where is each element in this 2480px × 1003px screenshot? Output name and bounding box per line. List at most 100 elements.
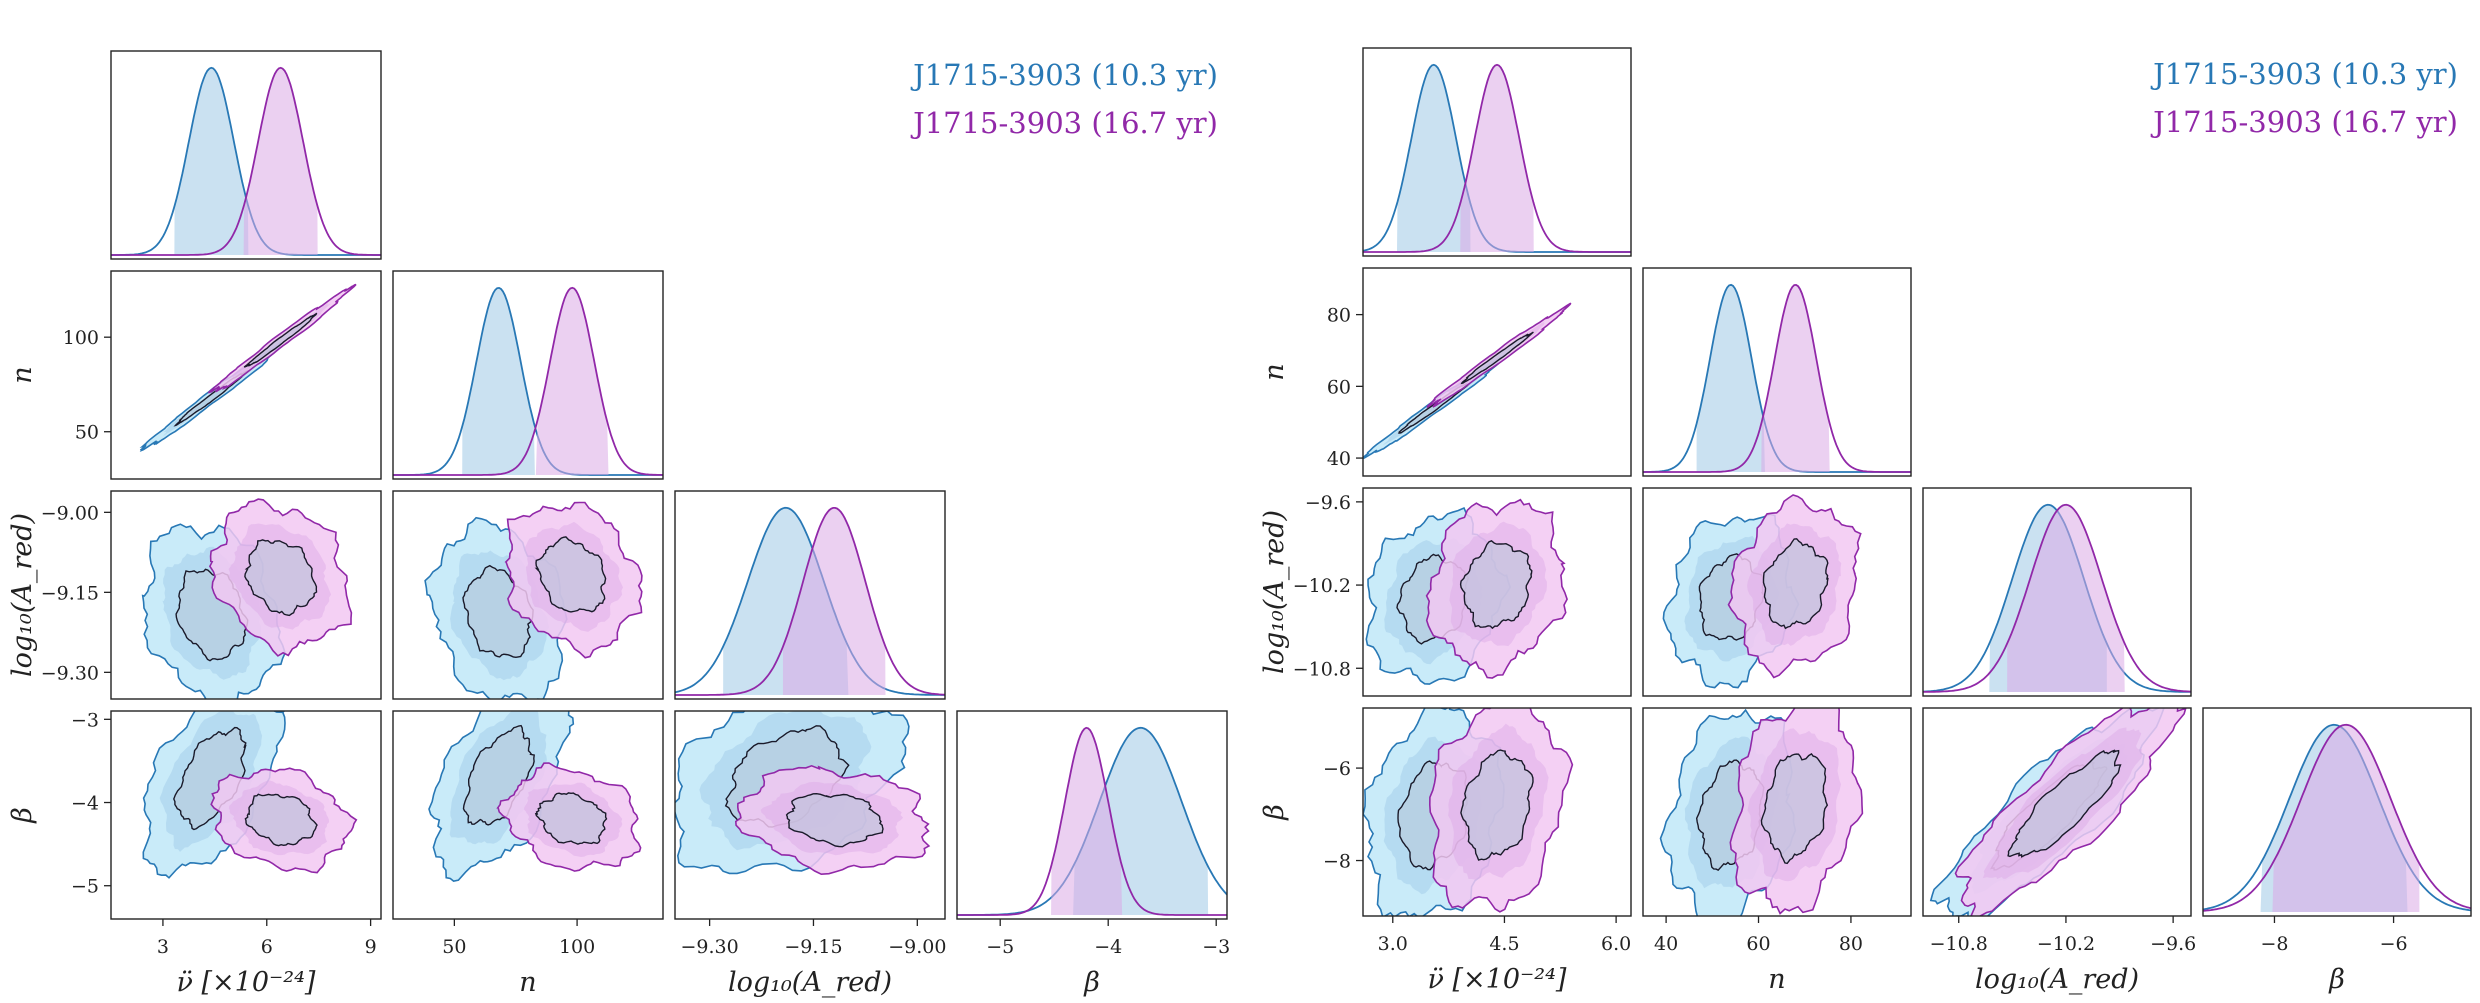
panel-frame bbox=[1362, 47, 1632, 257]
marginal-line-a bbox=[393, 286, 663, 476]
panel-frame bbox=[956, 710, 1228, 920]
panel-content bbox=[1929, 708, 2187, 916]
panel-3-0: 3 6 9 ν̈ [×10⁻²⁴] −5 −4 −3 β bbox=[7, 709, 382, 998]
y-axis-label: n bbox=[7, 366, 38, 383]
marginal-line-b bbox=[1923, 503, 2191, 693]
panel-3-3: −5 −4 −3 β bbox=[956, 710, 1230, 998]
x-tick-label: −9.6 bbox=[2150, 933, 2196, 955]
contour-68-b bbox=[534, 792, 608, 845]
panel-frame bbox=[1922, 487, 2192, 697]
contour-68-b bbox=[1459, 539, 1533, 630]
x-axis-label: n bbox=[519, 967, 536, 998]
x-tick-label: 6 bbox=[261, 936, 273, 958]
y-axis-label: log₁₀(A_red) bbox=[1259, 510, 1290, 674]
corner-plot-right: 40 60 80 n −10.8 −10.2 −9.6 log₁₀(A_red) 3.0 4.5 6… bbox=[1259, 47, 2472, 995]
marginal-fill-a bbox=[1396, 64, 1471, 252]
x-tick-label: −9.15 bbox=[784, 936, 842, 958]
panel-content bbox=[675, 711, 931, 876]
x-axis-label: ν̈ [×10⁻²⁴] bbox=[1428, 964, 1567, 995]
legend-entry-a: J1715-3903 (10.3 yr) bbox=[910, 58, 1218, 92]
panel-2-2 bbox=[674, 490, 946, 700]
y-tick-label: −10.8 bbox=[1293, 658, 1351, 680]
y-tick-label: −5 bbox=[71, 876, 99, 898]
y-tick-label: −4 bbox=[71, 793, 99, 815]
x-tick-label: −8 bbox=[2260, 933, 2288, 955]
y-tick-label: 50 bbox=[75, 422, 99, 444]
panel-frame bbox=[1642, 487, 1912, 697]
x-tick-label: −5 bbox=[986, 936, 1014, 958]
marginal-line-b bbox=[393, 286, 663, 476]
x-tick-label: −10.8 bbox=[1930, 933, 1988, 955]
panel-content bbox=[675, 506, 945, 696]
panel-frame bbox=[392, 710, 664, 920]
panel-frame bbox=[392, 490, 664, 700]
x-tick-label: 80 bbox=[1839, 933, 1863, 955]
contour-68-b bbox=[785, 792, 884, 848]
x-tick-label: 9 bbox=[365, 936, 377, 958]
y-axis-label: n bbox=[1259, 363, 1290, 380]
panel-0-0 bbox=[110, 50, 382, 260]
contour-68-b bbox=[1460, 331, 1534, 385]
panel-frame bbox=[1922, 707, 2192, 917]
marginal-fill-b bbox=[1761, 284, 1830, 472]
panel-2-1 bbox=[1642, 487, 1912, 697]
marginal-fill-a bbox=[1696, 284, 1765, 472]
panel-frame bbox=[110, 490, 382, 700]
panel-content bbox=[393, 286, 663, 476]
marginal-fill-b bbox=[2272, 724, 2420, 912]
panel-content bbox=[1643, 283, 1911, 473]
marginal-fill-b bbox=[243, 67, 318, 255]
panel-3-2: −9.30 −9.15 −9.00 log₁₀(A_red) bbox=[674, 710, 946, 998]
x-axis-label: log₁₀(A_red) bbox=[728, 967, 892, 998]
x-tick-label: 3 bbox=[157, 936, 169, 958]
x-tick-label: 50 bbox=[442, 936, 466, 958]
contour-68-b bbox=[243, 312, 318, 368]
marginal-line-b bbox=[111, 66, 381, 256]
marginal-fill-b bbox=[2007, 504, 2125, 692]
x-tick-label: −10.2 bbox=[2037, 933, 2095, 955]
x-axis-label: n bbox=[1768, 964, 1785, 995]
y-tick-label: −9.15 bbox=[41, 582, 99, 604]
panel-content bbox=[1363, 302, 1572, 460]
contour-68-b bbox=[244, 793, 318, 847]
panel-frame bbox=[1642, 267, 1912, 477]
contour-68-b bbox=[1762, 538, 1829, 630]
marginal-line-b bbox=[1643, 283, 1911, 473]
panel-frame bbox=[110, 270, 382, 480]
panel-1-1 bbox=[392, 270, 664, 480]
x-axis-label: ν̈ [×10⁻²⁴] bbox=[177, 967, 316, 998]
marginal-fill-a bbox=[462, 287, 535, 475]
y-tick-label: 40 bbox=[1327, 448, 1351, 470]
panel-content bbox=[957, 726, 1227, 916]
panel-frame bbox=[1642, 707, 1912, 917]
panel-3-2: −10.8 −10.2 −9.6 log₁₀(A_red) bbox=[1922, 707, 2196, 995]
x-tick-label: −9.00 bbox=[888, 936, 946, 958]
marginal-fill-a bbox=[174, 67, 249, 255]
panel-content bbox=[424, 501, 643, 699]
panel-frame bbox=[674, 490, 946, 700]
marginal-fill-b bbox=[1460, 64, 1534, 252]
y-tick-label: −8 bbox=[1323, 851, 1351, 873]
y-axis-label: β bbox=[7, 807, 38, 824]
panel-content bbox=[111, 66, 381, 256]
x-tick-label: −9.30 bbox=[680, 936, 738, 958]
x-tick-label: −4 bbox=[1094, 936, 1122, 958]
panel-frame bbox=[110, 50, 382, 260]
contour-68-b bbox=[244, 539, 318, 617]
panel-frame bbox=[2202, 707, 2472, 917]
y-tick-label: 60 bbox=[1327, 376, 1351, 398]
x-tick-label: 60 bbox=[1746, 933, 1770, 955]
panel-content bbox=[2203, 723, 2471, 912]
marginal-line-b bbox=[675, 507, 945, 696]
x-tick-label: 6.0 bbox=[1601, 933, 1631, 955]
y-tick-label: 80 bbox=[1327, 305, 1351, 327]
panel-content bbox=[1662, 494, 1862, 689]
panel-content bbox=[1363, 708, 1574, 916]
x-axis-label: log₁₀(A_red) bbox=[1975, 964, 2139, 995]
panel-content bbox=[1923, 503, 2191, 693]
panel-frame bbox=[1362, 707, 1632, 917]
y-tick-label: −9.30 bbox=[41, 662, 99, 684]
